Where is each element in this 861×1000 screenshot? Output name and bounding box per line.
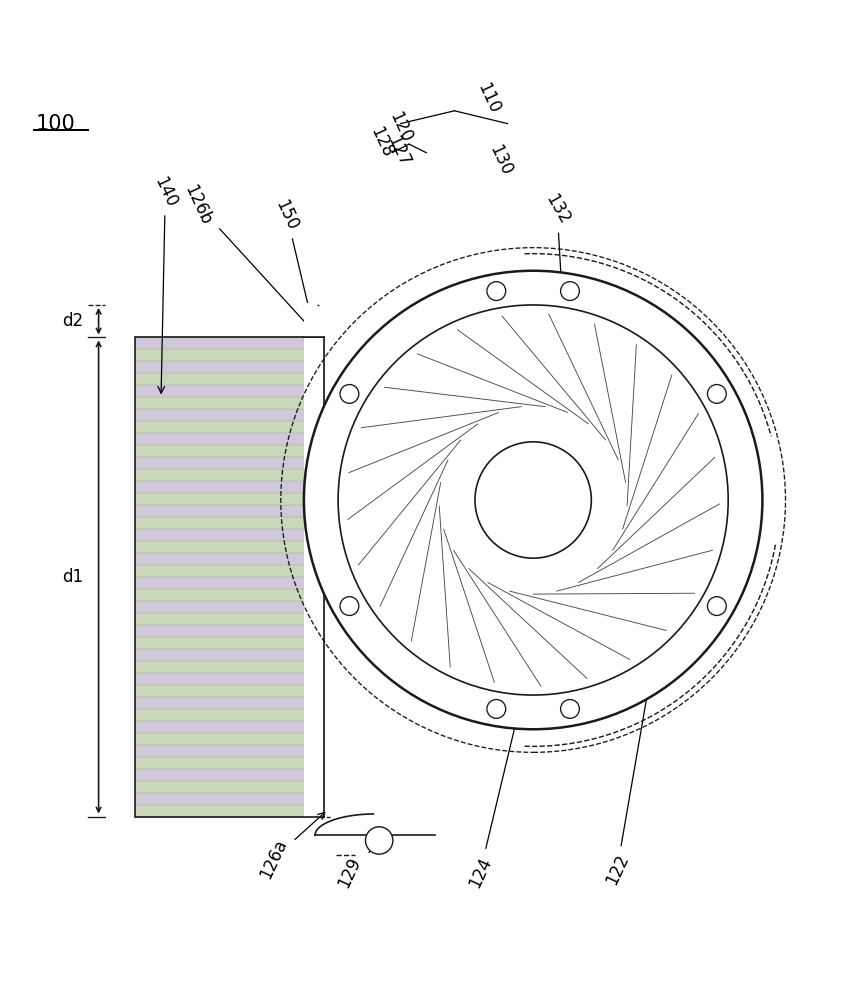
- Circle shape: [561, 282, 579, 300]
- Text: 150: 150: [272, 197, 314, 325]
- Bar: [135, 469, 324, 481]
- Bar: [135, 457, 324, 469]
- Text: 122: 122: [602, 669, 653, 888]
- Circle shape: [475, 442, 592, 558]
- Text: 127: 127: [383, 133, 413, 169]
- Bar: [135, 601, 324, 613]
- Text: 140: 140: [151, 174, 180, 393]
- Bar: [135, 697, 324, 709]
- Circle shape: [365, 827, 393, 854]
- Circle shape: [561, 700, 579, 718]
- Text: d1: d1: [62, 568, 84, 586]
- Bar: [135, 685, 324, 697]
- Bar: [135, 745, 324, 757]
- Bar: [135, 733, 324, 745]
- Text: 124: 124: [465, 691, 525, 890]
- Bar: [135, 433, 324, 445]
- Bar: [135, 673, 324, 685]
- Bar: [135, 505, 324, 517]
- Text: a: a: [331, 488, 338, 498]
- Bar: [135, 637, 324, 649]
- Bar: [135, 409, 324, 421]
- Text: 126b: 126b: [181, 182, 313, 330]
- Bar: [135, 337, 324, 817]
- Bar: [135, 757, 324, 769]
- Bar: [135, 721, 324, 733]
- Text: 130: 130: [486, 142, 516, 179]
- Circle shape: [708, 385, 727, 403]
- Bar: [135, 337, 324, 349]
- Circle shape: [487, 700, 505, 718]
- Bar: [135, 553, 324, 565]
- Text: 129: 129: [334, 845, 376, 890]
- Bar: [135, 421, 324, 433]
- Bar: [135, 373, 324, 385]
- Circle shape: [338, 305, 728, 695]
- Text: 128: 128: [367, 124, 397, 161]
- Bar: [135, 589, 324, 601]
- Bar: [135, 517, 324, 529]
- Bar: [135, 613, 324, 625]
- Bar: [135, 565, 324, 577]
- Text: 110: 110: [474, 80, 504, 116]
- Bar: [135, 541, 324, 553]
- Bar: [135, 793, 324, 805]
- Bar: [135, 625, 324, 637]
- Text: 120: 120: [386, 109, 415, 145]
- Bar: [135, 397, 324, 409]
- Bar: [135, 349, 324, 361]
- Text: d2: d2: [62, 312, 84, 330]
- Bar: [135, 805, 324, 817]
- Bar: [135, 577, 324, 589]
- Bar: [135, 445, 324, 457]
- Bar: [135, 493, 324, 505]
- Bar: [135, 361, 324, 373]
- Bar: [135, 649, 324, 661]
- Text: 100: 100: [35, 114, 75, 134]
- Bar: [135, 529, 324, 541]
- Circle shape: [304, 271, 762, 729]
- Bar: [135, 661, 324, 673]
- Circle shape: [708, 597, 727, 615]
- Bar: [135, 781, 324, 793]
- Bar: [135, 481, 324, 493]
- Bar: [304, 337, 324, 817]
- Bar: [304, 303, 324, 337]
- Bar: [135, 709, 324, 721]
- Bar: [135, 769, 324, 781]
- Text: 126a: 126a: [256, 812, 325, 882]
- Text: 132: 132: [542, 191, 573, 381]
- Circle shape: [340, 385, 359, 403]
- Circle shape: [487, 282, 505, 300]
- Circle shape: [340, 597, 359, 615]
- Bar: [135, 385, 324, 397]
